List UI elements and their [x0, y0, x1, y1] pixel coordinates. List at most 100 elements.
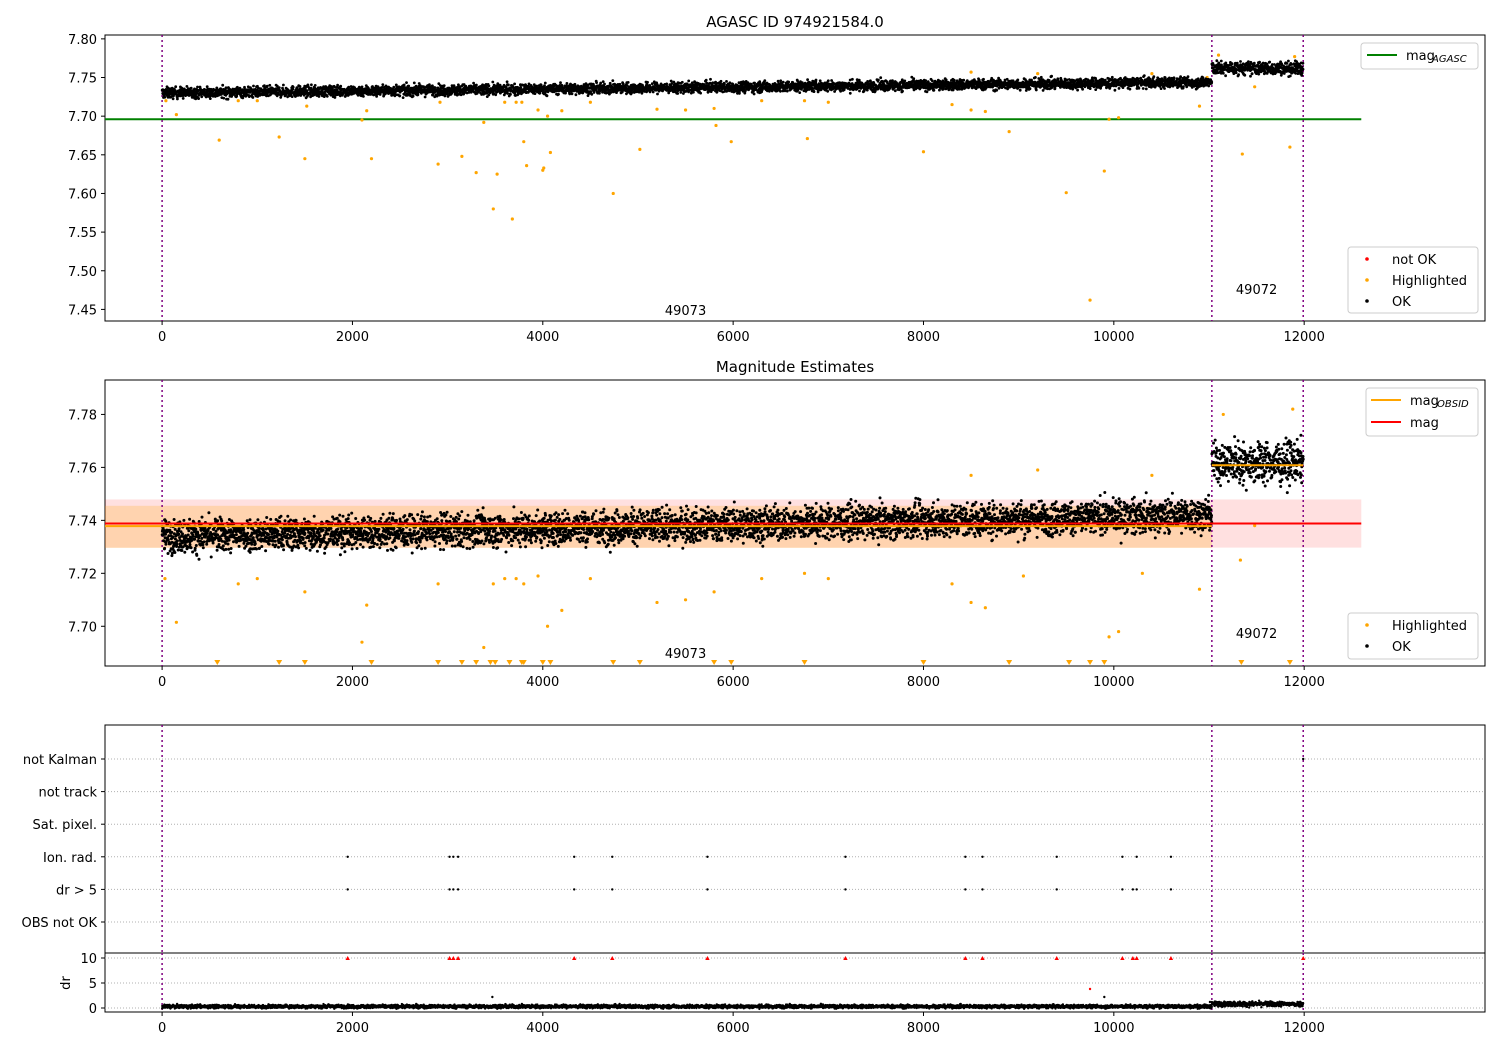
agasc-point-ok — [543, 84, 546, 88]
agasc-point-ok — [277, 86, 281, 89]
agasc-point-highlighted — [1036, 72, 1040, 76]
agasc-point-ok — [268, 83, 272, 87]
agasc-point-ok — [197, 97, 201, 100]
agasc-point-ok — [692, 90, 695, 94]
agasc-point-ok — [407, 84, 411, 88]
agasc-point-ok — [246, 85, 250, 89]
agasc-point-ok — [226, 97, 230, 101]
agasc-point-ok — [1182, 85, 1185, 88]
agasc-point-highlighted — [305, 104, 309, 108]
agasc-point-ok — [763, 79, 767, 83]
agasc-point-ok — [752, 92, 756, 96]
agasc-point-ok — [1034, 76, 1037, 79]
agasc-point-ok — [680, 80, 684, 84]
agasc-point-highlighted — [303, 157, 307, 161]
agasc-point-highlighted — [536, 108, 540, 112]
agasc-point-ok — [798, 91, 802, 94]
agasc-point-ok — [912, 77, 916, 80]
agasc-point-highlighted — [548, 150, 553, 155]
agasc-point-ok — [962, 78, 966, 82]
agasc-point-ok — [205, 85, 209, 89]
agasc-point-ok — [310, 83, 313, 87]
agasc-point-ok — [533, 92, 537, 95]
agasc-point-ok — [858, 89, 861, 93]
agasc-point-ok — [189, 86, 193, 90]
agasc-point-ok — [925, 90, 929, 94]
agasc-point-ok — [247, 95, 251, 98]
panel-agasc-title: AGASC ID 974921584.0 — [706, 13, 884, 31]
agasc-point-ok — [723, 82, 726, 86]
agasc-point-ok — [196, 85, 199, 89]
agasc-point-ok — [230, 94, 234, 97]
agasc-point-ok — [398, 94, 402, 98]
agasc-point-highlighted — [1088, 298, 1092, 302]
agasc-point-ok — [982, 77, 985, 81]
agasc-point-highlighted — [969, 108, 973, 112]
agasc-point-ok — [317, 95, 321, 98]
agasc-point-ok — [192, 89, 196, 93]
agasc-point-highlighted — [491, 207, 495, 211]
agasc-point-highlighted — [969, 70, 973, 74]
agasc-point-highlighted — [438, 100, 442, 104]
agasc-point-highlighted — [255, 99, 259, 103]
agasc-point-highlighted — [950, 102, 954, 107]
agasc-frame — [104, 34, 1486, 322]
agasc-point-ok — [565, 82, 569, 85]
agasc-point-ok — [1016, 78, 1020, 82]
agasc-point-ok — [171, 97, 175, 101]
agasc-point-ok — [665, 82, 669, 86]
agasc-point-ok — [333, 96, 337, 99]
agasc-point-ok — [903, 79, 907, 83]
agasc-point-ok — [381, 83, 385, 86]
agasc-point-ok — [738, 92, 741, 95]
agasc-point-ok — [839, 89, 842, 93]
agasc-point-highlighted — [436, 162, 440, 166]
agasc-point-ok — [215, 86, 219, 90]
agasc-point-ok — [651, 90, 655, 94]
agasc-point-ok — [656, 92, 659, 96]
agasc-point-highlighted — [514, 100, 518, 104]
agasc-point-ok — [1081, 87, 1084, 91]
agasc-point-highlighted — [277, 135, 281, 139]
agasc-point-ok — [676, 92, 680, 95]
agasc-point-highlighted — [525, 164, 529, 168]
agasc-point-highlighted — [1253, 85, 1257, 89]
agasc-point-ok — [709, 77, 712, 81]
agasc-point-ok — [1117, 87, 1121, 90]
agasc-point-ok — [360, 85, 364, 89]
agasc-point-ok — [170, 86, 174, 90]
agasc-point-ok — [559, 81, 562, 85]
agasc-point-ok — [601, 80, 605, 83]
agasc-point-ok — [1053, 87, 1057, 91]
agasc-point-ok — [626, 81, 630, 84]
agasc-point-ok — [818, 79, 822, 83]
agasc-point-ok — [603, 82, 606, 86]
agasc-point-ok — [402, 83, 406, 87]
agasc-point-highlighted — [510, 217, 514, 221]
agasc-point-ok — [222, 96, 226, 100]
agasc-point-ok — [570, 92, 574, 96]
agasc-point-highlighted — [802, 99, 807, 103]
agasc-point-highlighted — [1288, 145, 1292, 149]
agasc-point-highlighted — [983, 109, 987, 114]
agasc-point-ok — [1152, 75, 1156, 79]
agasc-point-ok — [221, 83, 225, 87]
agasc-point-ok — [166, 86, 170, 90]
agasc-point-ok — [590, 92, 594, 96]
agasc-point-highlighted — [474, 170, 478, 175]
agasc-point-ok — [893, 89, 897, 93]
agasc-point-ok — [472, 81, 475, 85]
agasc-point-highlighted — [826, 100, 830, 104]
agasc-point-ok — [557, 92, 560, 96]
agasc-point-ok — [401, 96, 405, 99]
agasc-point-ok — [506, 92, 509, 95]
agasc-point-highlighted — [712, 106, 716, 111]
agasc-point-ok — [412, 81, 416, 85]
agasc-point-ok — [193, 87, 196, 91]
agasc-point-ok — [442, 84, 446, 87]
agasc-point-ok — [208, 97, 212, 100]
agasc-point-ok — [704, 78, 708, 82]
agasc-point-highlighted — [1064, 191, 1068, 195]
